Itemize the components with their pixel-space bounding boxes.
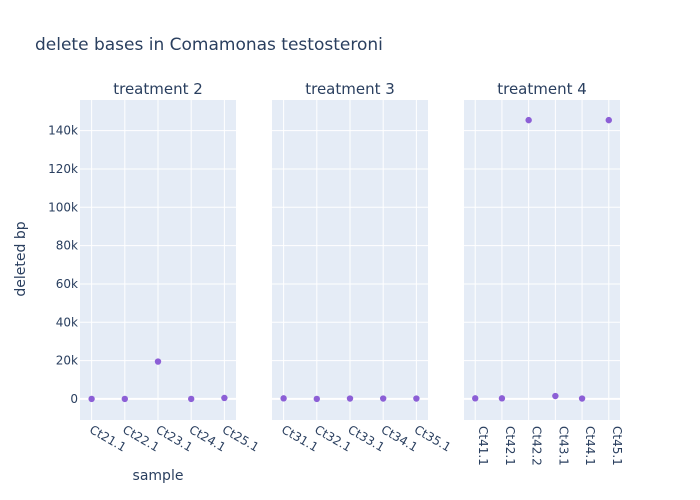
facet-panel: treatment 4 Ct41.1 Ct42.1 Ct42.2 Ct43.1 Ct44.… — [464, 80, 624, 466]
x-tick-label: Ct25.1 — [220, 422, 261, 454]
data-point — [221, 394, 228, 402]
y-axis-label: deleted bp — [13, 221, 29, 296]
x-tick-label: Ct31.1 — [279, 422, 320, 454]
y-tick-label: 0 — [70, 392, 78, 406]
x-tick-label: Ct35.1 — [412, 422, 453, 454]
data-point — [578, 395, 586, 402]
x-tick-label: Ct32.1 — [312, 422, 353, 454]
y-tick-label: 120k — [48, 162, 78, 176]
x-tick-label: Ct44.1 — [583, 426, 597, 466]
data-point — [605, 116, 612, 124]
y-tick-label: 80k — [56, 239, 78, 253]
facet-panel: treatment 2 0 20k 40k 60k 80k 100k 120k 140k Ct21… — [48, 80, 261, 455]
facet-panel: treatment 3 Ct31.1Ct32.1Ct33.1Ct34.1Ct35.… — [272, 80, 453, 455]
x-tick-label: Ct21.1 — [87, 422, 128, 454]
data-point — [187, 395, 195, 403]
chart-title: delete bases in Comamonas testosteroni — [35, 35, 383, 55]
data-point — [154, 358, 162, 365]
panel-title: treatment 2 — [113, 80, 203, 98]
x-tick-label: Ct41.1 — [476, 426, 490, 466]
y-tick-label: 40k — [56, 315, 78, 329]
data-point — [313, 395, 321, 403]
x-tick-label: Ct24.1 — [187, 422, 228, 454]
data-point — [498, 395, 506, 402]
data-point — [525, 116, 532, 124]
x-tick-label: Ct42.1 — [503, 426, 517, 466]
y-tick-label: 60k — [56, 277, 78, 291]
plot-background — [464, 100, 620, 420]
facet-panels: treatment 2 0 20k 40k 60k 80k 100k 120k 140k Ct21… — [48, 80, 624, 466]
y-tick-label: 20k — [56, 354, 78, 368]
data-point — [379, 395, 387, 402]
x-tick-label: Ct43.1 — [556, 426, 570, 466]
x-tick-label: Ct22.1 — [120, 422, 161, 454]
data-point — [413, 395, 420, 402]
data-point — [88, 395, 95, 403]
data-point — [552, 392, 559, 400]
x-tick-label: Ct34.1 — [379, 422, 420, 454]
x-tick-label: Ct33.1 — [346, 422, 387, 454]
data-point — [472, 395, 479, 402]
data-point — [280, 395, 287, 402]
panel-title: treatment 4 — [497, 80, 587, 98]
data-point — [121, 395, 129, 403]
y-tick-label: 140k — [48, 124, 78, 138]
x-axis-label: sample — [133, 468, 184, 484]
panel-title: treatment 3 — [305, 80, 395, 98]
y-tick-label: 100k — [48, 200, 78, 214]
x-tick-label: Ct23.1 — [154, 422, 195, 454]
x-tick-label: Ct42.2 — [530, 426, 544, 466]
data-point — [346, 395, 354, 402]
x-tick-label: Ct45.1 — [610, 426, 624, 466]
